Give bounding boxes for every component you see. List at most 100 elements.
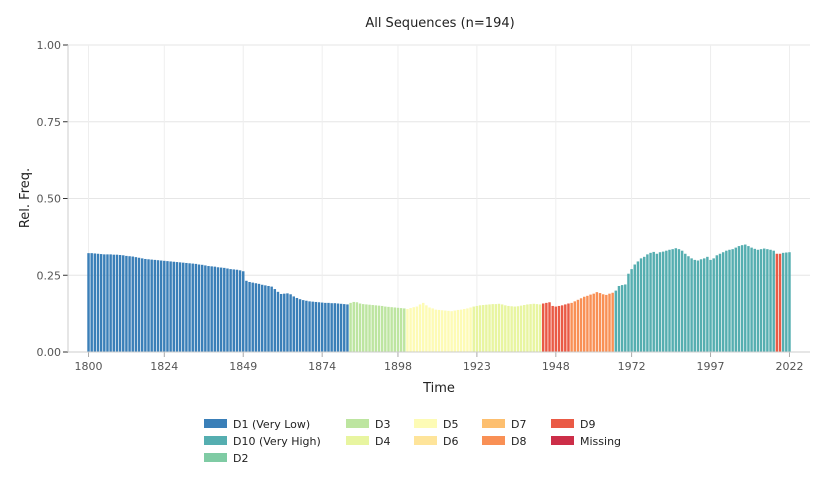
bar	[513, 306, 517, 352]
bar	[226, 268, 229, 352]
bar	[665, 250, 668, 352]
legend-swatch	[204, 436, 227, 445]
bar	[478, 305, 482, 352]
bar	[320, 302, 324, 352]
bar	[166, 261, 169, 352]
x-tick-label: 1948	[542, 360, 570, 373]
legend-label: Missing	[580, 435, 621, 448]
bar	[545, 302, 548, 352]
bar	[403, 308, 406, 352]
bar	[788, 252, 791, 352]
bar	[598, 293, 602, 352]
bar	[576, 299, 580, 352]
bar	[567, 303, 570, 352]
bar	[387, 306, 390, 352]
bar	[267, 285, 270, 352]
bar	[636, 261, 640, 352]
bar	[87, 253, 90, 352]
bar	[551, 305, 554, 352]
y-axis-title: Rel. Freq.	[18, 168, 33, 228]
bar	[472, 306, 475, 352]
bar	[264, 285, 267, 352]
bar	[500, 304, 504, 352]
bar	[601, 294, 605, 352]
bar	[750, 247, 753, 352]
bar	[731, 249, 734, 352]
bar	[159, 260, 163, 352]
bar	[485, 304, 488, 352]
legend: D1 (Very Low) D10 (Very High) D2 D3 D4 D5 D6 D7…	[204, 418, 621, 465]
bar	[702, 258, 706, 352]
bar	[324, 302, 327, 352]
bar	[191, 263, 194, 352]
bar	[718, 253, 722, 352]
bar	[200, 264, 204, 352]
bar	[775, 253, 779, 352]
legend-swatch	[414, 419, 437, 428]
bar	[248, 282, 251, 352]
bar	[756, 249, 760, 352]
bar	[273, 289, 277, 352]
bar	[699, 259, 703, 352]
bar	[712, 258, 715, 352]
bar	[633, 264, 636, 352]
bar	[529, 304, 532, 352]
legend-label: D10 (Very High)	[233, 435, 321, 448]
bar	[488, 304, 491, 352]
bar	[766, 249, 769, 352]
bar	[301, 300, 305, 352]
bar	[311, 301, 314, 352]
bar	[283, 293, 286, 352]
bar	[459, 309, 463, 352]
bar	[292, 296, 295, 352]
bar	[428, 307, 431, 352]
bar	[759, 249, 763, 352]
bar	[652, 251, 655, 352]
bar	[548, 302, 551, 352]
bar	[658, 252, 662, 352]
bar	[289, 294, 292, 352]
bar	[409, 308, 412, 352]
bar	[557, 305, 561, 352]
bar	[317, 302, 321, 352]
bar	[238, 270, 242, 352]
bar	[671, 249, 674, 352]
legend-label: D1 (Very Low)	[233, 418, 310, 431]
bar	[778, 253, 782, 352]
bar	[343, 304, 346, 352]
bar	[346, 304, 349, 352]
bar	[605, 294, 608, 352]
bar	[753, 248, 756, 352]
bar	[361, 304, 365, 352]
bar	[523, 305, 526, 352]
bar	[507, 305, 510, 352]
bar	[608, 293, 611, 352]
bar	[380, 305, 384, 352]
bar	[526, 304, 529, 352]
legend-label: D3	[375, 418, 390, 431]
legend-swatch	[551, 419, 574, 428]
bar	[466, 308, 469, 352]
bar	[118, 254, 122, 352]
bar	[737, 246, 741, 352]
bar	[453, 310, 457, 352]
bar	[251, 282, 254, 352]
bar	[655, 253, 659, 352]
bar	[696, 260, 700, 352]
x-tick-label: 1898	[384, 360, 412, 373]
x-tick-label: 1997	[697, 360, 725, 373]
bar	[349, 302, 352, 352]
bar	[147, 259, 150, 352]
bar	[355, 302, 359, 352]
bar	[444, 310, 447, 352]
x-tick-label: 1824	[150, 360, 178, 373]
bar	[96, 253, 100, 352]
bar	[178, 262, 182, 352]
bar	[586, 295, 589, 352]
bar	[554, 306, 558, 352]
x-axis-title: Time	[422, 381, 455, 396]
bar	[279, 293, 283, 352]
bar	[772, 250, 775, 352]
bar	[475, 305, 479, 352]
